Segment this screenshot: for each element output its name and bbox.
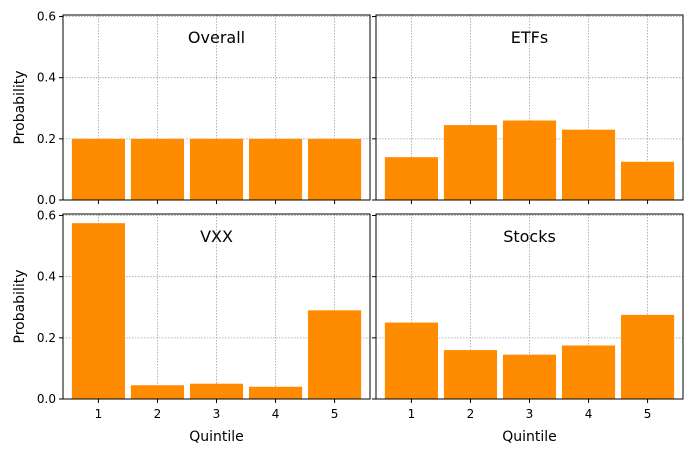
x-tick-label: 4	[585, 407, 593, 421]
y-tick-label: 0.2	[37, 132, 56, 146]
x-tick-label: 1	[408, 407, 416, 421]
bar-vxx-q5	[308, 310, 362, 399]
x-axis-label: Quintile	[502, 429, 557, 445]
bar-etfs-q5	[621, 161, 675, 200]
bar-stocks-q4	[561, 345, 616, 399]
y-axis-label: Probability	[12, 70, 28, 144]
x-tick-label: 5	[644, 407, 652, 421]
x-tick-label: 3	[526, 407, 534, 421]
bar-stocks-q5	[621, 314, 675, 399]
y-tick-label: 0.6	[37, 10, 56, 24]
panel-title: VXX	[200, 227, 233, 246]
panel-etfs: ETFs	[372, 14, 684, 204]
panel-title: Overall	[188, 28, 245, 47]
x-tick-label: 1	[95, 407, 103, 421]
y-tick-label: 0.6	[37, 209, 56, 223]
panel-vxx: 0.0 0.2 0.4 0.6 1 2 3 4 5 VXX Probability Quintile	[12, 209, 371, 445]
bar-vxx-q1	[71, 223, 125, 399]
bar-overall-q2	[130, 138, 185, 200]
bar-vxx-q2	[130, 385, 185, 399]
panel-title: ETFs	[511, 28, 548, 47]
bar-etfs-q1	[384, 157, 438, 200]
y-tick-label: 0.2	[37, 331, 56, 345]
bar-vxx-q3	[189, 383, 244, 399]
bar-overall-q1	[71, 138, 125, 200]
bar-stocks-q1	[384, 322, 438, 399]
bar-etfs-q3	[502, 120, 557, 200]
bar-overall-q4	[248, 138, 303, 200]
y-tick-label: 0.4	[37, 270, 56, 284]
panel-stocks: 1 2 3 4 5 Stocks Quintile	[372, 213, 684, 445]
y-tick-label: 0.0	[37, 193, 56, 207]
x-tick-label: 3	[213, 407, 221, 421]
y-axis-label: Probability	[12, 269, 28, 343]
y-tick-label: 0.0	[37, 392, 56, 406]
bar-overall-q5	[308, 138, 362, 200]
x-tick-label: 2	[467, 407, 475, 421]
x-axis-label: Quintile	[189, 429, 244, 445]
panel-overall: 0.0 0.2 0.4 0.6 Overall Probability	[12, 10, 371, 207]
x-tick-label: 4	[272, 407, 280, 421]
bar-overall-q3	[189, 138, 244, 200]
x-tick-label: 5	[331, 407, 339, 421]
panel-title: Stocks	[503, 227, 556, 246]
bar-stocks-q2	[443, 350, 498, 399]
y-tick-label: 0.4	[37, 71, 56, 85]
bar-etfs-q4	[561, 129, 616, 200]
bar-vxx-q4	[248, 386, 303, 399]
bar-etfs-q2	[443, 125, 498, 200]
x-tick-label: 2	[154, 407, 162, 421]
bar-stocks-q3	[502, 354, 557, 399]
